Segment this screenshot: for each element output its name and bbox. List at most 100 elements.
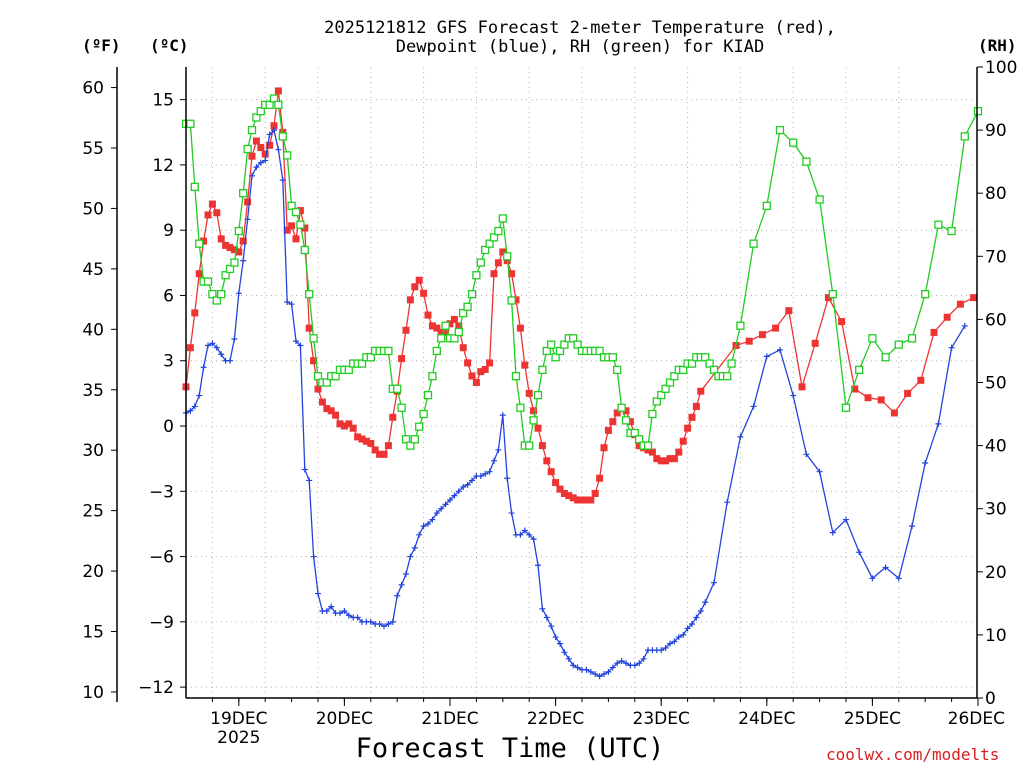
x-tick-label: 24DEC [738,709,795,729]
temperature-point [785,307,793,315]
fahrenheit-tick-label: 50 [82,199,104,219]
dewpoint-point [829,529,836,536]
fahrenheit-tick-label: 60 [82,79,104,99]
relative-humidity-point [428,372,437,381]
dewpoint-point [486,468,493,475]
dewpoint-point [592,671,599,678]
dewpoint-point [420,523,427,530]
temperature-point [565,492,573,500]
temperature-point [635,442,643,450]
relative-humidity-point [225,264,235,274]
temperature-point [367,439,375,447]
temperature-point [261,150,269,158]
dewpoint-point [218,351,225,358]
rh-tick-label: 80 [985,184,1007,204]
temperature-point [499,248,507,256]
dewpoint-point [460,483,467,490]
relative-humidity-point [802,157,811,166]
dewpoint-point [521,527,528,534]
dewpoint-point [191,403,198,410]
temperature-point [516,324,524,332]
temperature-point [569,494,577,502]
dewpoint-point [548,623,555,630]
temperature-point [217,235,225,243]
relative-humidity-point [454,327,463,337]
relative-humidity-point [595,346,604,356]
temperature-point [626,418,634,426]
dewpoint-point [367,618,374,625]
fahrenheit-unit-label: (ºF) [82,36,121,55]
relative-humidity-point [736,321,745,330]
temperature-point [851,385,859,393]
grid-lines [186,67,977,698]
dewpoint-point [618,658,625,665]
temperature-point [530,407,538,415]
relative-humidity-point [410,435,419,444]
dewpoint-point [684,625,691,632]
temperature-point [213,209,221,217]
fahrenheit-tick-label: 25 [82,502,104,522]
dewpoint-point [909,523,915,530]
celsius-tick-label: 12 [152,156,174,176]
temperature-point [472,379,480,386]
relative-humidity-point [186,119,195,128]
temperature-point [450,315,458,323]
relative-humidity-point [542,346,551,356]
temperature-point [252,137,260,145]
relative-humidity-point [855,365,864,375]
dewpoint-point [922,460,929,467]
dewpoint-point [508,510,515,517]
dewpoint-point [948,344,955,351]
relative-humidity-point [296,220,305,229]
relative-humidity-point [907,334,917,343]
relative-humidity-point [934,220,943,229]
relative-humidity-point [322,378,331,387]
temperature-point [798,383,806,391]
fahrenheit-tick-label: 15 [82,623,104,643]
dewpoint-point [271,127,277,134]
dewpoint-point [636,660,643,667]
relative-humidity-point [789,138,798,147]
temperature-point [389,413,397,421]
dewpoint-point [381,623,387,630]
temperature-point [666,455,674,463]
dewpoint-point [869,575,876,582]
temperature-point [398,355,406,363]
dewpoint-point [596,673,603,680]
relative-humidity-point [687,359,697,368]
temperature-point [332,411,340,419]
temperature-point [406,296,414,304]
temperature-point [336,420,344,428]
relative-humidity-point [243,144,252,154]
temperature-point [772,324,780,332]
temperature-point [200,237,208,245]
celsius-tick-label: −9 [149,613,174,633]
relative-humidity-point [828,290,837,299]
dewpoint-point [693,614,700,621]
relative-humidity-point [230,258,239,267]
fahrenheit-tick-label: 45 [82,260,104,280]
dewpoint-point [240,257,247,264]
dewpoint-point [416,531,423,538]
dewpoint-point [565,655,572,662]
temperature-point [349,424,357,432]
relative-humidity-point [283,151,292,160]
relative-humidity-point [274,100,283,110]
dewpoint-point [306,477,313,484]
temperature-point [310,357,318,365]
relative-humidity-point [415,422,424,431]
relative-humidity-point [344,365,353,375]
rh-tick-label: 30 [985,500,1007,520]
dewpoint-point [262,157,269,164]
temperature-point [688,413,696,421]
dewpoint-point [491,457,497,464]
rh-tick-label: 60 [985,310,1007,330]
relative-humidity-point [569,334,578,343]
dewpoint-point [398,581,405,588]
dewpoint-point [935,420,942,427]
dewpoint-point [543,614,550,621]
temperature-point [384,442,392,450]
dewpoint-point [689,621,695,628]
rh-tick-label: 40 [985,437,1007,457]
